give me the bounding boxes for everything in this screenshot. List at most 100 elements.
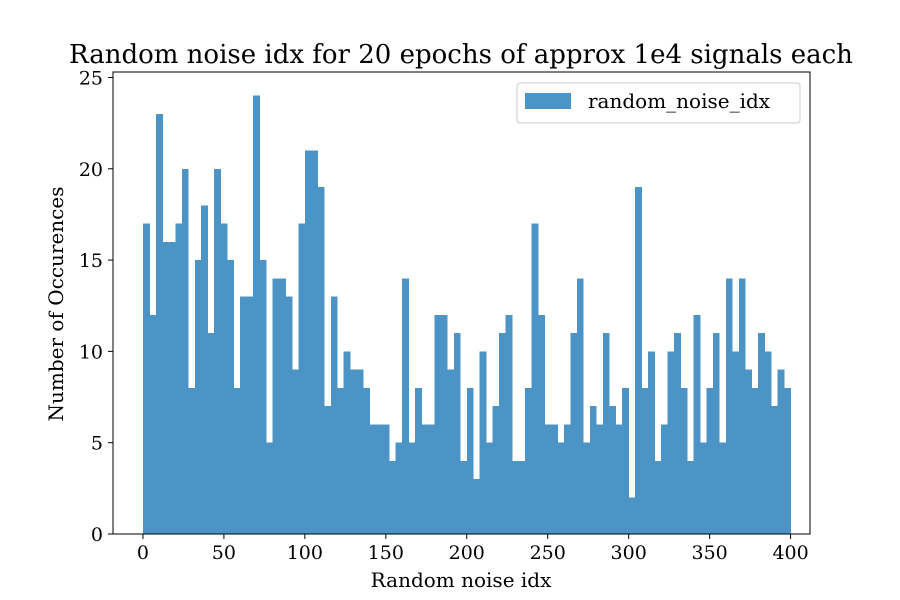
histogram-bar: [363, 387, 371, 534]
histogram-bar: [440, 314, 448, 534]
histogram-bar: [253, 95, 260, 534]
histogram-bar: [376, 424, 383, 534]
histogram-bar: [589, 406, 597, 534]
x-tick-label: 200: [449, 542, 485, 564]
legend: random_noise_idx: [516, 82, 801, 124]
y-tick-label: 15: [79, 250, 103, 272]
histogram-bar: [421, 424, 429, 534]
legend-swatch: [525, 93, 571, 109]
histogram-bar: [777, 369, 785, 534]
histogram-bar: [654, 460, 662, 534]
histogram-bar: [382, 424, 390, 534]
histogram-bar: [434, 314, 442, 534]
histogram-bar: [259, 260, 267, 534]
histogram-bar: [350, 369, 358, 534]
histogram-bar: [408, 442, 416, 534]
histogram-bar: [343, 351, 351, 534]
histogram-bar: [609, 406, 617, 534]
histogram-bar: [214, 168, 222, 535]
histogram-bar: [175, 223, 183, 534]
histogram-bar: [699, 442, 707, 534]
histogram-bar: [201, 205, 209, 534]
histogram-bar: [602, 333, 610, 534]
histogram-bar: [764, 351, 772, 534]
histogram-bar: [712, 333, 720, 534]
histogram-bar: [719, 442, 727, 534]
histogram-bar: [596, 424, 604, 534]
histogram-bar: [576, 278, 584, 534]
histogram-bar: [570, 333, 578, 534]
histogram-bar: [531, 223, 539, 534]
histogram-bar: [661, 424, 668, 534]
x-tick-label: 350: [691, 542, 727, 564]
plot-area-frame: [112, 71, 811, 535]
histogram-bar: [162, 241, 170, 534]
histogram-bar: [680, 387, 688, 534]
histogram-bar: [149, 314, 157, 534]
y-axis-label: Number of Occurences: [44, 187, 68, 422]
histogram-bar: [751, 387, 759, 534]
x-axis-ticks: 0 50 100 150 200 250 300 350 400: [137, 534, 809, 564]
histogram-bar: [693, 314, 701, 534]
x-tick-label: 300: [611, 542, 647, 564]
histogram-bar: [298, 223, 306, 534]
histogram-bar: [706, 387, 714, 534]
y-tick-label: 5: [91, 433, 103, 455]
histogram-bar: [389, 460, 396, 534]
histogram-bar: [240, 296, 247, 534]
histogram-bar: [304, 150, 312, 535]
legend-entry-label: random_noise_idx: [588, 89, 771, 113]
histogram-bar: [330, 296, 338, 534]
histogram-bar: [758, 333, 766, 534]
x-tick-label: 0: [137, 542, 149, 564]
histogram-bar: [246, 296, 254, 534]
x-tick-label: 250: [530, 542, 566, 564]
histogram-bar: [427, 424, 435, 534]
y-tick-label: 0: [91, 524, 103, 546]
histogram-bar: [285, 296, 293, 534]
x-tick-label: 150: [368, 542, 404, 564]
y-axis-ticks: 0 5 10 15 20 25: [79, 67, 113, 546]
histogram-bar: [207, 333, 215, 534]
x-tick-label: 100: [287, 542, 323, 564]
histogram-bar: [311, 150, 319, 535]
histogram-bar: [473, 479, 481, 534]
legend-box: [516, 82, 801, 124]
y-tick-label: 10: [79, 341, 103, 363]
histogram-bar: [732, 351, 740, 534]
histogram-bar: [466, 387, 474, 534]
histogram-bar: [194, 260, 202, 534]
histogram-bar: [686, 460, 694, 534]
histogram-bar: [278, 278, 286, 534]
histogram-bar: [188, 387, 196, 534]
x-axis-label: Random noise idx: [371, 568, 552, 592]
histogram-bar: [479, 351, 487, 534]
histogram-bar: [447, 369, 455, 534]
histogram-bar: [512, 460, 519, 534]
histogram-bar: [369, 424, 377, 534]
histogram-bar: [622, 387, 630, 534]
histogram-bar: [518, 460, 526, 534]
histogram-bar: [453, 333, 461, 534]
chart-title: Random noise idx for 20 epochs of approx…: [69, 40, 853, 70]
histogram-bar: [725, 278, 733, 534]
histogram-bar: [738, 278, 746, 534]
histogram-bar: [291, 369, 299, 534]
histogram-bar: [486, 442, 494, 534]
histogram-bar: [784, 387, 791, 534]
histogram-bar: [233, 387, 241, 534]
histogram-bar: [272, 278, 280, 534]
histogram-bar: [525, 387, 532, 534]
histogram-bar: [266, 442, 273, 534]
y-tick-label: 20: [79, 159, 103, 181]
bars-group: [142, 95, 791, 535]
histogram-bar: [635, 187, 643, 535]
histogram-bar: [505, 314, 513, 534]
histogram-bar: [563, 424, 571, 534]
histogram-bar: [142, 223, 150, 534]
histogram-bar: [227, 260, 235, 534]
histogram-bar: [492, 406, 500, 534]
histogram-bar: [337, 387, 345, 534]
histogram-bar: [356, 369, 364, 534]
